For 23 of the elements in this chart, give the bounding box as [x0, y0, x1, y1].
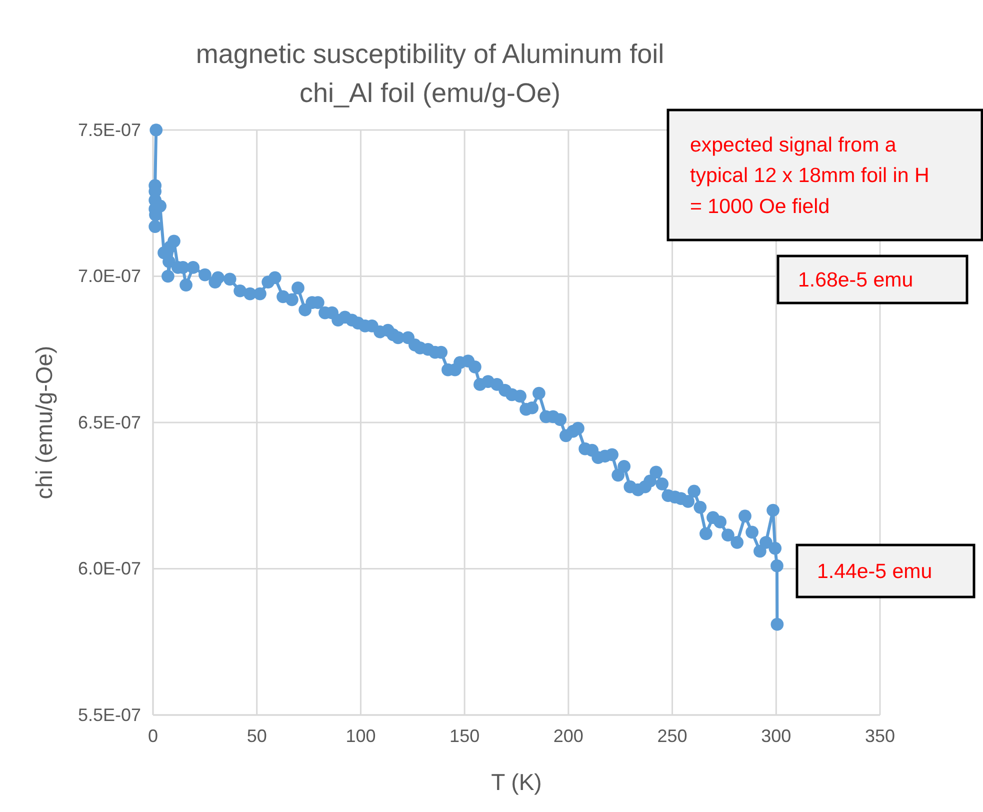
callout-box: 1.68e-5 emu: [776, 254, 968, 304]
x-tick-label: 0: [148, 726, 158, 746]
x-tick-label: 200: [553, 726, 584, 746]
annotation: expected signal from a typical 12 x 18mm foil in H = 1000 Oe field: [690, 133, 930, 218]
x-tick-label: 300: [761, 726, 792, 746]
chart-subtitle: chi_Al foil (emu/g-Oe): [299, 78, 561, 108]
y-tick-label: 6.5E-07: [78, 412, 141, 432]
x-tick-label: 100: [346, 726, 376, 746]
x-tick-label: 50: [246, 726, 267, 746]
x-tick-label: 150: [450, 726, 480, 746]
x-tick-label: 250: [657, 726, 688, 746]
x-axis-title: T (K): [491, 769, 542, 795]
x-tick-label: 350: [864, 726, 896, 746]
annotation: 1.44e-5 emu: [817, 560, 932, 584]
annotation: 1.68e-5 emu: [798, 268, 914, 292]
y-tick-label: 5.5E-07: [78, 704, 141, 725]
chart-title: magnetic susceptibility of Aluminum foil: [196, 39, 664, 69]
y-axis-title: chi (emu/g-Oe): [31, 346, 57, 500]
y-tick-label: 6.0E-07: [78, 558, 141, 579]
callout-box: 1.44e-5 emu: [796, 544, 976, 598]
callout-box: expected signal from a typical 12 x 18mm foil in H = 1000 Oe field: [666, 108, 983, 242]
y-tick-label: 7.5E-07: [78, 120, 141, 140]
y-tick-label: 7.0E-07: [78, 266, 141, 286]
